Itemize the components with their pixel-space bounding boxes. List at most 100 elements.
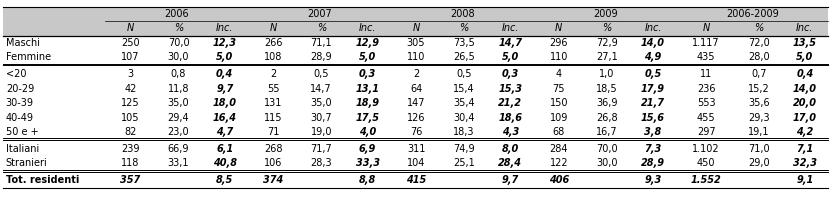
Text: 13,5: 13,5	[793, 38, 817, 48]
Text: %: %	[173, 23, 183, 33]
Text: Stranieri: Stranieri	[6, 158, 47, 168]
Text: 50 e +: 50 e +	[6, 127, 38, 137]
Text: 82: 82	[124, 127, 137, 137]
Text: 75: 75	[553, 84, 565, 94]
Text: 297: 297	[697, 127, 715, 137]
Text: 68: 68	[553, 127, 565, 137]
Text: 30,0: 30,0	[596, 158, 618, 168]
Text: 30,7: 30,7	[310, 112, 332, 122]
Text: 150: 150	[549, 98, 568, 108]
Text: 0,8: 0,8	[171, 69, 186, 79]
Text: 15,4: 15,4	[453, 84, 475, 94]
Text: 0,4: 0,4	[216, 69, 233, 79]
Text: N: N	[702, 23, 710, 33]
Text: 9,1: 9,1	[796, 175, 813, 185]
Text: 2009: 2009	[593, 9, 618, 19]
Text: 110: 110	[407, 52, 425, 62]
Text: <20: <20	[6, 69, 27, 79]
Text: 147: 147	[407, 98, 425, 108]
Text: 72,9: 72,9	[596, 38, 618, 48]
Text: 266: 266	[264, 38, 282, 48]
Text: 21,2: 21,2	[498, 98, 522, 108]
Text: 0,5: 0,5	[644, 69, 662, 79]
Text: 29,3: 29,3	[748, 112, 769, 122]
Text: 9,7: 9,7	[216, 84, 233, 94]
Text: 125: 125	[121, 98, 139, 108]
Text: 29,4: 29,4	[168, 112, 189, 122]
Text: 6,9: 6,9	[359, 144, 376, 154]
Text: 27,1: 27,1	[596, 52, 618, 62]
Text: 406: 406	[549, 175, 569, 185]
Text: 126: 126	[407, 112, 425, 122]
Text: 17,9: 17,9	[641, 84, 665, 94]
Text: 236: 236	[697, 84, 715, 94]
Text: 4,7: 4,7	[216, 127, 233, 137]
Text: 26,5: 26,5	[453, 52, 475, 62]
Text: 11: 11	[700, 69, 712, 79]
Text: 23,0: 23,0	[168, 127, 189, 137]
Text: 32,3: 32,3	[793, 158, 817, 168]
Text: 0,3: 0,3	[359, 69, 376, 79]
Text: 104: 104	[407, 158, 425, 168]
Text: 17,0: 17,0	[793, 112, 817, 122]
Text: 18,6: 18,6	[498, 112, 522, 122]
Text: 415: 415	[406, 175, 426, 185]
Text: 9,3: 9,3	[644, 175, 662, 185]
Text: 5,0: 5,0	[359, 52, 376, 62]
Text: 1.102: 1.102	[692, 144, 720, 154]
Text: N: N	[127, 23, 134, 33]
Text: 21,7: 21,7	[641, 98, 665, 108]
Text: 250: 250	[121, 38, 139, 48]
Text: 35,4: 35,4	[453, 98, 475, 108]
Text: 20,0: 20,0	[793, 98, 817, 108]
Text: 30-39: 30-39	[6, 98, 34, 108]
Text: 12,3: 12,3	[212, 38, 237, 48]
Text: 1,0: 1,0	[599, 69, 614, 79]
Text: 0,7: 0,7	[751, 69, 766, 79]
Text: 0,3: 0,3	[501, 69, 519, 79]
Text: 305: 305	[407, 38, 425, 48]
Text: 2007: 2007	[307, 9, 332, 19]
Text: 71,7: 71,7	[310, 144, 332, 154]
Text: 106: 106	[264, 158, 282, 168]
Text: 28,9: 28,9	[310, 52, 332, 62]
Text: 435: 435	[697, 52, 715, 62]
Text: 4,3: 4,3	[501, 127, 519, 137]
Text: %: %	[316, 23, 326, 33]
Text: 14,0: 14,0	[641, 38, 665, 48]
Text: 12,9: 12,9	[355, 38, 379, 48]
Text: 109: 109	[549, 112, 568, 122]
Text: 2008: 2008	[450, 9, 475, 19]
Text: 268: 268	[264, 144, 282, 154]
Text: 40-49: 40-49	[6, 112, 34, 122]
Text: 7,3: 7,3	[644, 144, 662, 154]
Text: 3,8: 3,8	[644, 127, 662, 137]
Text: 17,5: 17,5	[355, 112, 379, 122]
Text: 239: 239	[121, 144, 139, 154]
Text: 42: 42	[124, 84, 137, 94]
Text: 107: 107	[121, 52, 139, 62]
Text: 76: 76	[410, 127, 422, 137]
Text: 0,5: 0,5	[457, 69, 471, 79]
Text: 5,0: 5,0	[501, 52, 519, 62]
Text: Inc.: Inc.	[359, 23, 376, 33]
Text: %: %	[602, 23, 612, 33]
Text: 18,9: 18,9	[355, 98, 379, 108]
Text: 14,0: 14,0	[793, 84, 817, 94]
Text: 5,0: 5,0	[796, 52, 813, 62]
Text: 311: 311	[407, 144, 425, 154]
Text: 15,2: 15,2	[748, 84, 769, 94]
Text: 6,1: 6,1	[216, 144, 233, 154]
Text: 66,9: 66,9	[168, 144, 189, 154]
Text: 122: 122	[549, 158, 568, 168]
Text: Inc.: Inc.	[796, 23, 813, 33]
Text: 25,1: 25,1	[453, 158, 475, 168]
Text: 13,1: 13,1	[355, 84, 379, 94]
Text: 0,4: 0,4	[796, 69, 813, 79]
Text: N: N	[555, 23, 563, 33]
Text: 4: 4	[556, 69, 562, 79]
Text: 19,0: 19,0	[310, 127, 332, 137]
Text: 11,8: 11,8	[168, 84, 189, 94]
Text: 2: 2	[271, 69, 276, 79]
Text: 18,5: 18,5	[596, 84, 618, 94]
